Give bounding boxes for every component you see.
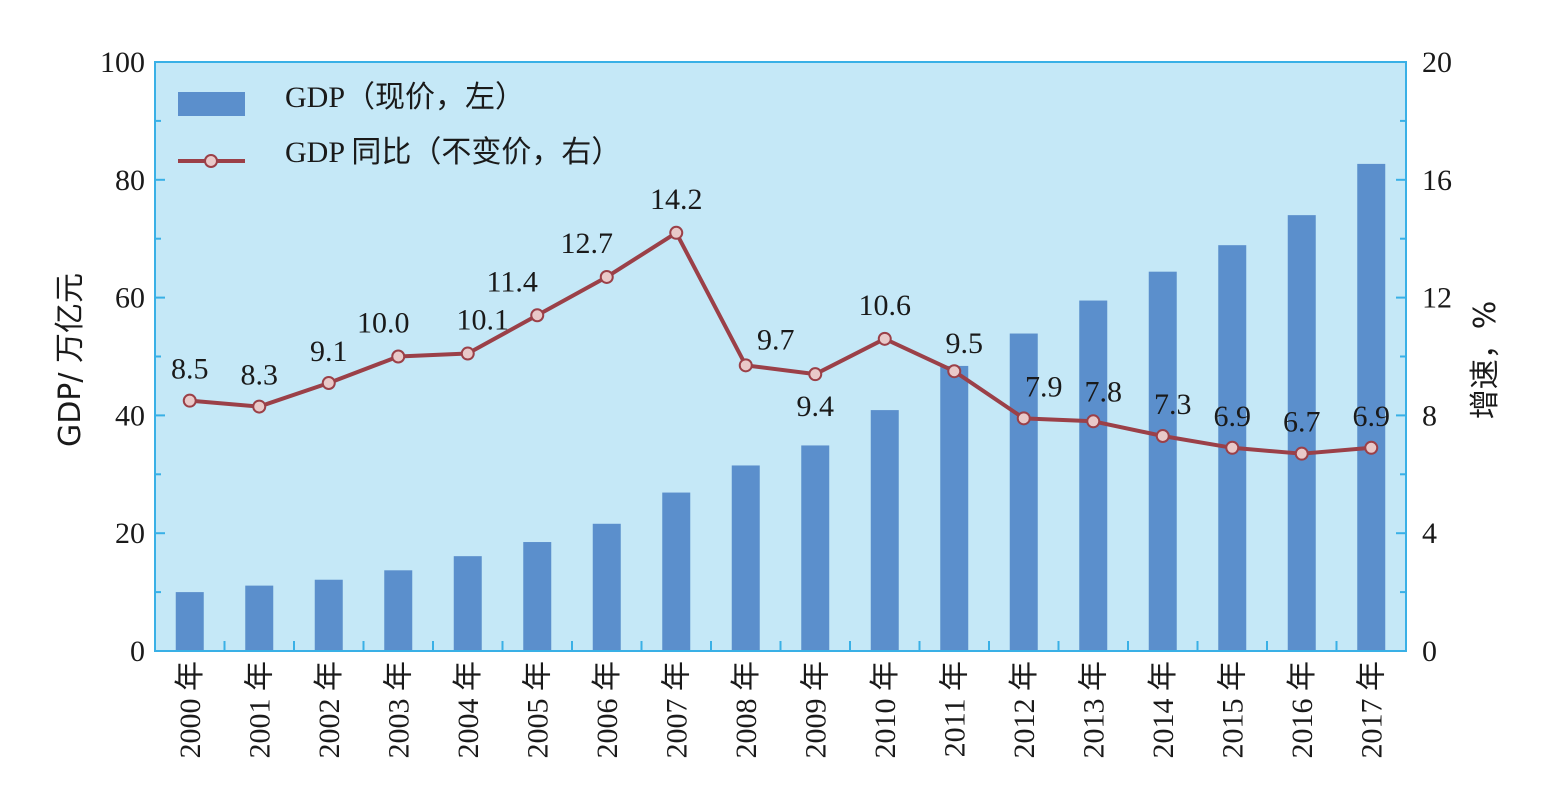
y-right-tick-label: 16	[1422, 164, 1452, 197]
growth-point-2001-年	[252, 399, 267, 414]
y-right-tick-label: 8	[1422, 399, 1437, 432]
growth-line	[189, 230, 1372, 456]
growth-point-2008-年	[738, 358, 753, 373]
y-axis-right-title: 增速，%	[1468, 301, 1503, 420]
data-label-2001-年: 8.3	[241, 359, 279, 392]
y-left-tick-label: 80	[115, 164, 145, 197]
legend-bar-swatch	[178, 92, 245, 116]
growth-point-2017-年	[1364, 440, 1379, 455]
y-left-tick-label: 0	[130, 635, 145, 668]
line-series-growth	[182, 225, 1379, 461]
legend: GDP（现价，左） GDP 同比（不变价，右）	[178, 81, 621, 169]
y-right-tick-label: 4	[1422, 517, 1437, 550]
x-tick-label: 2010 年	[869, 661, 902, 759]
data-label-2003-年: 10.0	[357, 307, 410, 340]
data-label-2000-年: 8.5	[171, 353, 209, 386]
data-label-2013-年: 7.8	[1085, 375, 1123, 408]
data-label-2011-年: 9.5	[946, 327, 984, 360]
data-label-2008-年: 9.7	[757, 323, 795, 356]
x-tick-label: 2002 年	[313, 661, 346, 759]
bar-2005-年	[523, 542, 552, 651]
growth-point-2010-年	[877, 331, 892, 346]
x-tick-label: 2008 年	[730, 661, 763, 759]
growth-point-2003-年	[391, 349, 406, 364]
growth-point-2016-年	[1294, 446, 1309, 461]
x-tick-label: 2005 年	[521, 661, 554, 759]
x-tick-label: 2009 年	[799, 661, 832, 759]
x-tick-label: 2001 年	[243, 661, 276, 759]
bar-2004-年	[453, 556, 482, 651]
x-tick-label: 2003 年	[382, 661, 415, 759]
x-tick-label: 2007 年	[660, 661, 693, 759]
data-label-2002-年: 9.1	[310, 335, 348, 368]
bar-2001-年	[245, 585, 274, 651]
bar-2013-年	[1079, 300, 1108, 651]
data-label-2016-年: 6.7	[1283, 406, 1321, 439]
data-label-2007-年: 14.2	[650, 183, 703, 216]
bar-2009-年	[801, 445, 830, 651]
x-tick-label: 2006 年	[591, 661, 624, 759]
bar-2011-年	[940, 365, 969, 651]
growth-point-2006-年	[599, 269, 614, 284]
growth-point-2000-年	[182, 393, 197, 408]
data-label-2014-年: 7.3	[1154, 388, 1192, 421]
y-right-tick-label: 20	[1422, 46, 1452, 79]
y-left-tick-label: 40	[115, 399, 145, 432]
bar-2016-年	[1287, 215, 1316, 651]
growth-point-2005-年	[530, 308, 545, 323]
bar-2017-年	[1357, 163, 1386, 651]
bar-2002-年	[314, 579, 343, 651]
data-labels: 8.5 8.3 9.1 10.0 10.1 11.4 12.7 14.2 9.7 9.4 10.6 9…	[171, 183, 1390, 439]
y-left-tick-label: 100	[100, 46, 145, 79]
data-label-2004-年: 10.1	[457, 304, 510, 337]
growth-point-2002-年	[321, 376, 336, 391]
axes: 0 20 40 60 80 100 0 4 8 12 16 20 2000 年 2001 年 2002 年 2…	[100, 46, 1452, 759]
bar-2003-年	[384, 570, 413, 651]
x-tick-label: 2000 年	[174, 661, 207, 759]
x-tick-label: 2011 年	[938, 661, 971, 757]
growth-point-2015-年	[1225, 440, 1240, 455]
plot-area	[155, 62, 1406, 651]
growth-point-2011-年	[947, 364, 962, 379]
data-label-2006-年: 12.7	[561, 227, 614, 260]
data-label-2005-年: 11.4	[487, 265, 538, 298]
growth-point-2004-年	[460, 346, 475, 361]
data-label-2012-年: 7.9	[1025, 370, 1063, 403]
growth-point-2013-年	[1086, 414, 1101, 429]
data-label-2009-年: 9.4	[797, 390, 835, 423]
bar-2012-年	[1009, 333, 1038, 651]
growth-point-2014-年	[1155, 429, 1170, 444]
x-tick-label: 2015 年	[1216, 661, 1249, 759]
growth-point-2012-年	[1016, 411, 1031, 426]
bar-2007-年	[662, 492, 691, 651]
legend-line-marker	[204, 154, 218, 168]
x-tick-label: 2016 年	[1286, 661, 1319, 759]
bar-2014-年	[1148, 271, 1177, 651]
data-label-2015-年: 6.9	[1214, 400, 1252, 433]
x-tick-label: 2017 年	[1355, 661, 1388, 759]
y-left-tick-label: 20	[115, 517, 145, 550]
bar-2000-年	[175, 592, 204, 651]
y-right-tick-label: 12	[1422, 282, 1452, 315]
bar-2008-年	[731, 465, 760, 651]
legend-bar-label: GDP（现价，左）	[285, 81, 525, 114]
growth-point-2007-年	[669, 225, 684, 240]
x-tick-label: 2012 年	[1008, 661, 1041, 759]
legend-line-label: GDP 同比（不变价，右）	[285, 136, 621, 169]
bar-2010-年	[870, 410, 899, 651]
data-label-2010-年: 10.6	[859, 289, 912, 322]
bar-2006-年	[592, 523, 621, 651]
x-tick-label: 2013 年	[1077, 661, 1110, 759]
y-axis-left-title: GDP/ 万亿元	[53, 273, 88, 447]
growth-point-2009-年	[808, 367, 823, 382]
y-left-tick-label: 60	[115, 282, 145, 315]
x-tick-label: 2014 年	[1147, 661, 1180, 759]
y-right-tick-label: 0	[1422, 635, 1437, 668]
x-tick-label: 2004 年	[452, 661, 485, 759]
data-label-2017-年: 6.9	[1353, 400, 1391, 433]
